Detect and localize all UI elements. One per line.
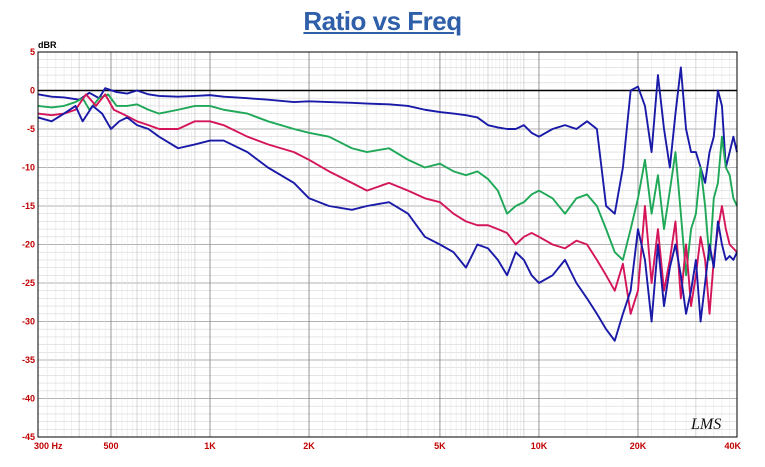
y-tick-label: -20	[22, 240, 35, 250]
x-tick-label: 10K	[531, 441, 548, 451]
x-tick-label: 5K	[434, 441, 446, 451]
x-tick-label: 300 Hz	[34, 441, 63, 451]
x-tick-label: 1K	[204, 441, 216, 451]
y-tick-label: -15	[22, 201, 35, 211]
y-tick-label: -35	[22, 355, 35, 365]
y-axis-label: dBR	[38, 40, 57, 50]
x-tick-labels: 300 Hz 500 1K 2K 5K 10K 20K 40K	[34, 441, 741, 451]
y-tick-label: 5	[30, 47, 35, 57]
y-tick-label: -40	[22, 394, 35, 404]
lms-watermark: LMS	[690, 416, 721, 433]
x-tick-label: 500	[103, 441, 118, 451]
y-tick-label: -25	[22, 278, 35, 288]
y-tick-label: -10	[22, 163, 35, 173]
y-tick-label: 0	[30, 86, 35, 96]
series-group	[38, 67, 737, 340]
grid-lines	[38, 52, 737, 437]
x-tick-label: 40K	[724, 441, 741, 451]
y-tick-label: -30	[22, 317, 35, 327]
y-tick-label: -5	[27, 124, 35, 134]
x-tick-label: 20K	[630, 441, 647, 451]
x-tick-label: 2K	[303, 441, 315, 451]
series-line-1	[38, 67, 737, 213]
y-tick-labels: 50-5-10-15-20-25-30-35-40-45	[22, 47, 35, 442]
